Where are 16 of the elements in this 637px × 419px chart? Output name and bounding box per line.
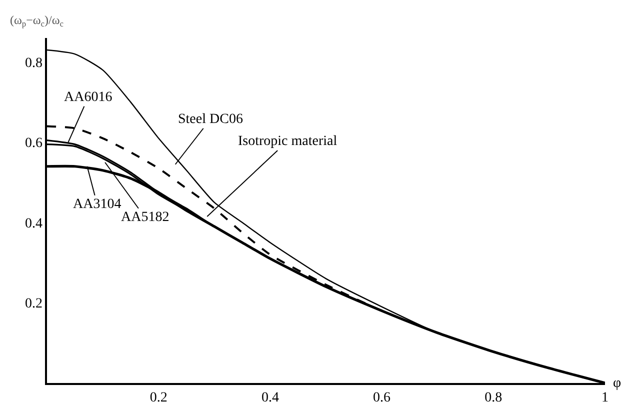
y-tick-label: 0.6	[24, 136, 42, 152]
y-axis-title: (ω$_{p}$−ω$_{c}$)/ω$_{c}$	[10, 13, 64, 29]
x-tick-label: 1	[602, 390, 608, 406]
x-tick-label: 0.6	[373, 390, 391, 406]
y-tick-label: 0.2	[24, 296, 42, 312]
x-tick-label: 0.4	[261, 390, 279, 406]
annotation: Steel DC06	[178, 112, 243, 127]
x-tick-label: 0.2	[150, 390, 168, 406]
annotation: AA3104	[73, 197, 122, 212]
annotation: Isotropic material	[238, 134, 338, 149]
annotation: AA6016	[64, 90, 112, 105]
x-axis-title: φ	[613, 376, 622, 391]
x-tick-label: 0.8	[484, 390, 502, 406]
y-tick-label: 0.8	[24, 56, 42, 71]
annotation: AA5182	[121, 210, 170, 225]
y-tick-label: 0.4	[24, 216, 42, 232]
